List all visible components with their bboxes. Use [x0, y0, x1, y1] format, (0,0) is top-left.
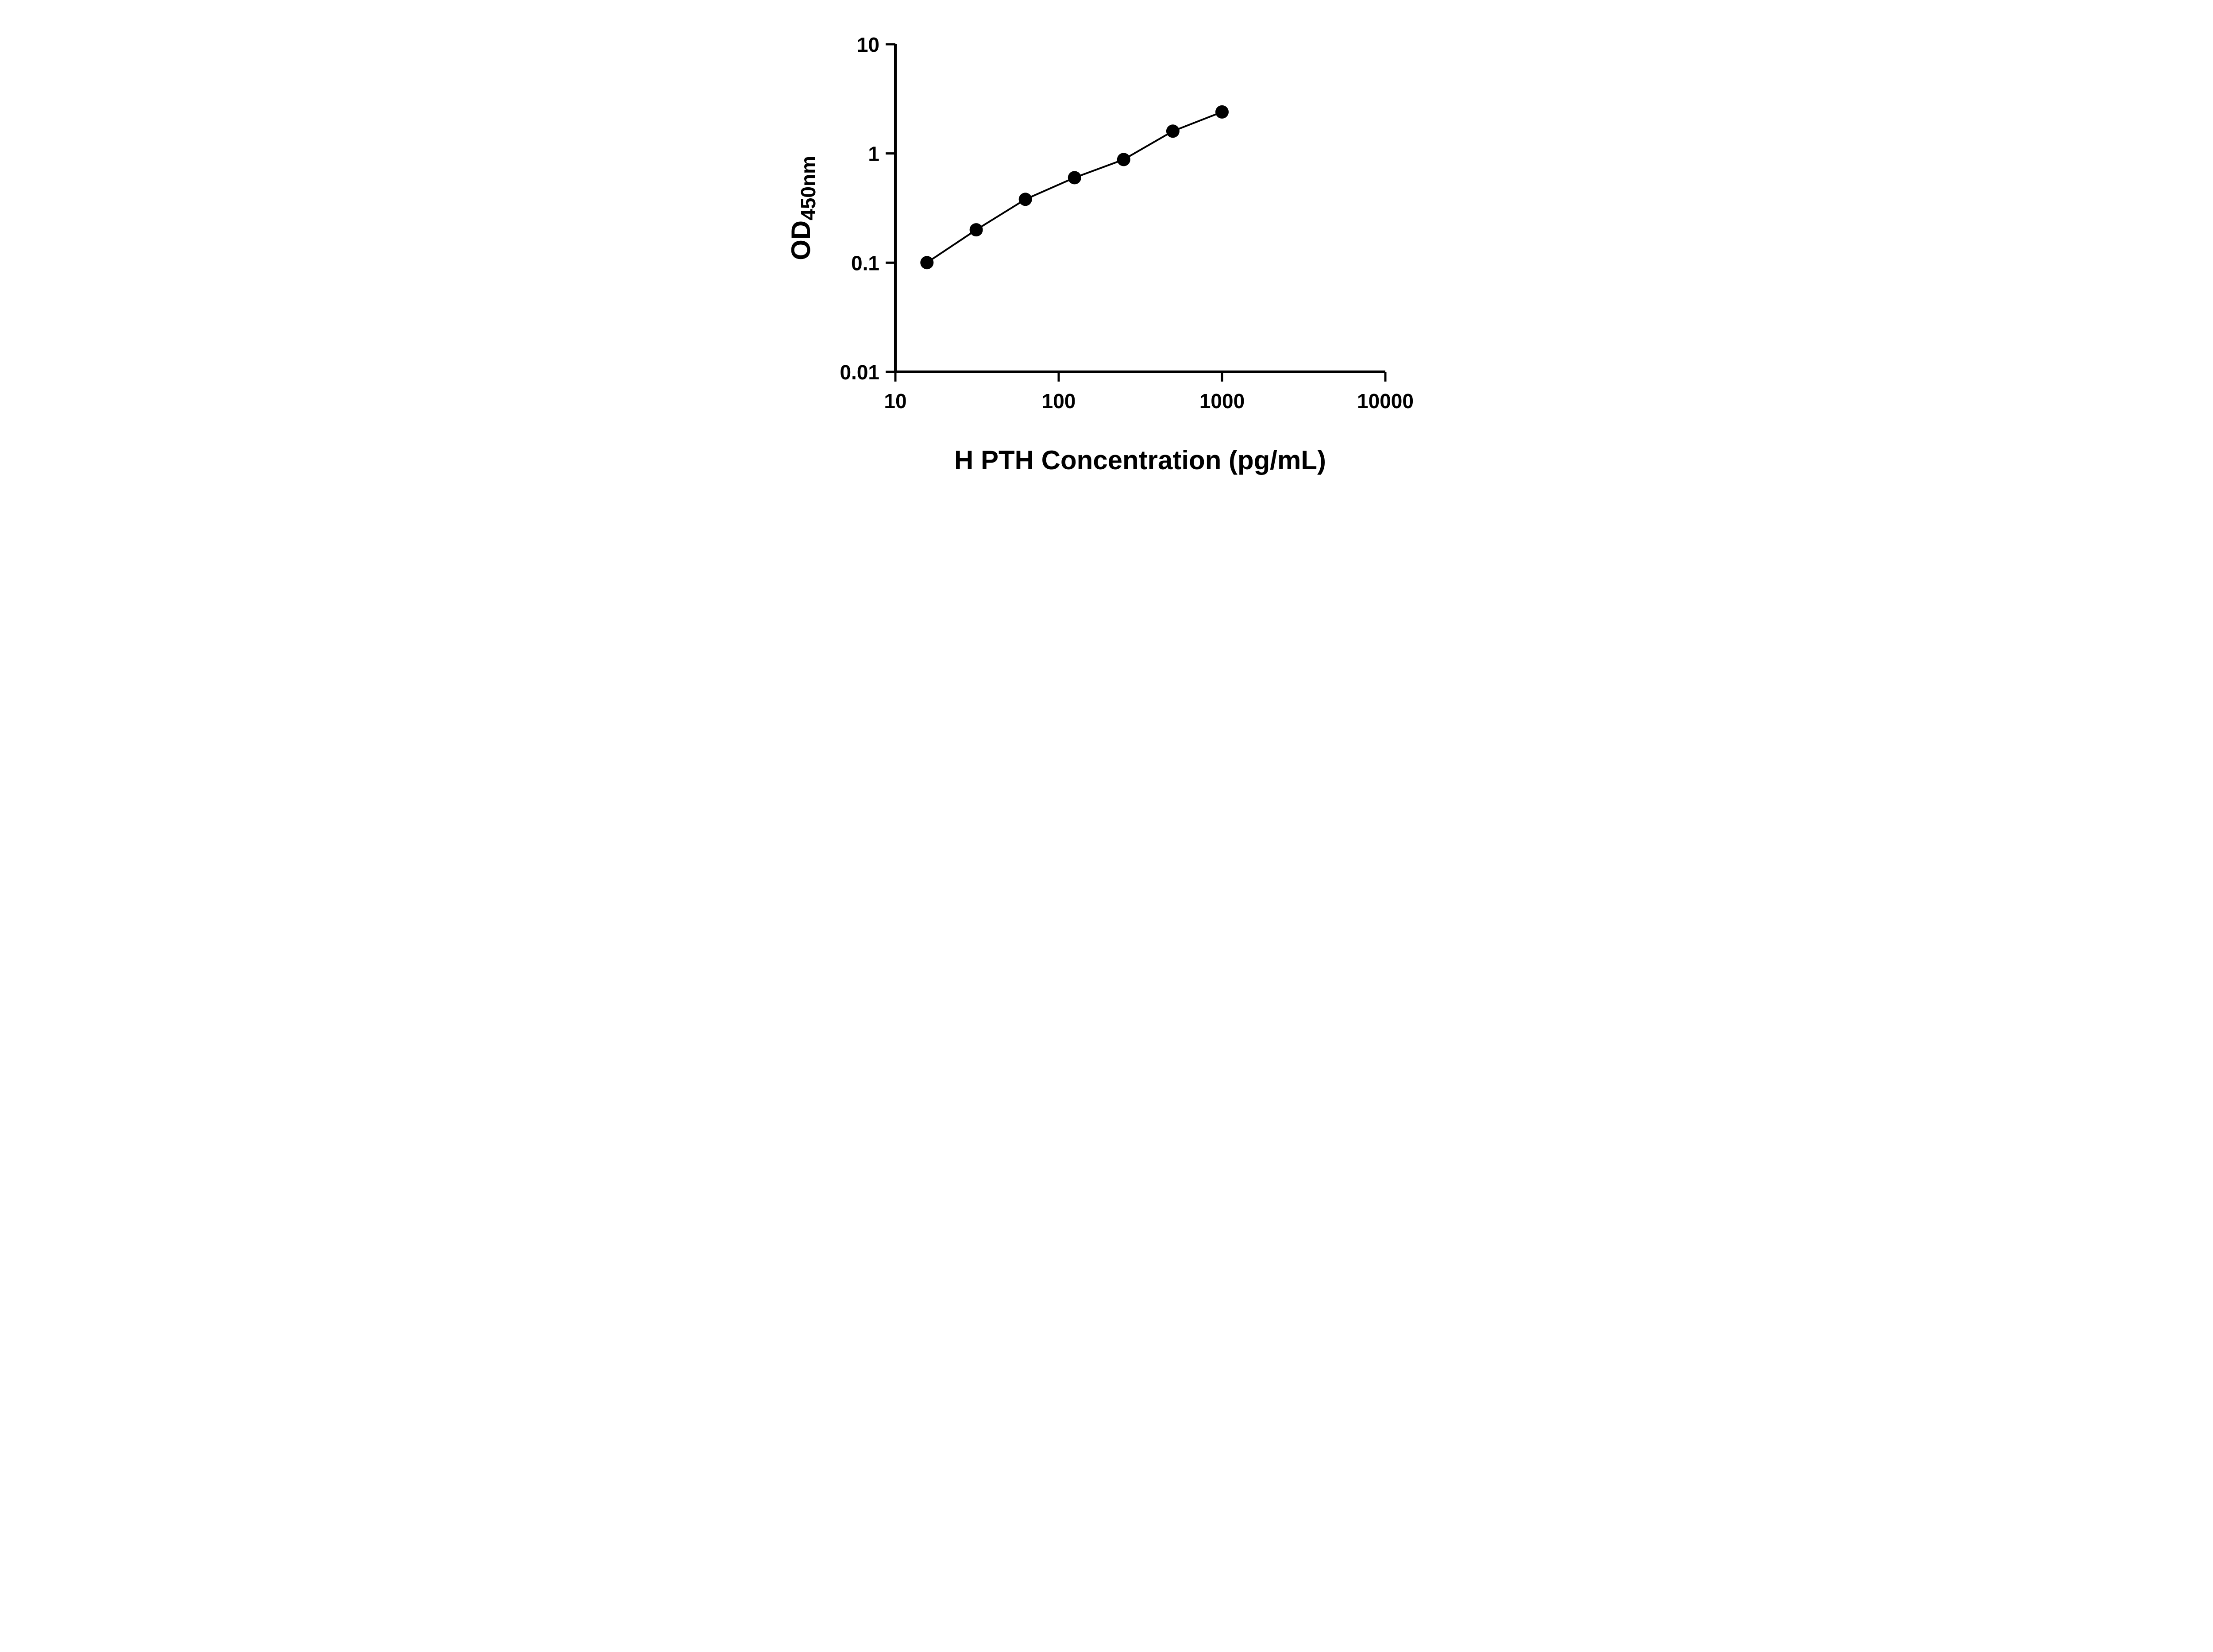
- y-tick-label: 0.1: [851, 251, 879, 274]
- chart-canvas: 10 100 1000 10000 0.01 0.1 1 10 H PTH Concentra…: [786, 33, 1414, 475]
- data-point-marker: [1068, 171, 1081, 185]
- data-point-marker: [969, 223, 983, 237]
- standard-curve-chart: 10 100 1000 10000 0.01 0.1 1 10 H PTH Concentra…: [766, 0, 1447, 496]
- y-tick-label: 10: [857, 33, 879, 56]
- data-point-marker: [1215, 105, 1229, 119]
- y-tick-label: 0.01: [840, 361, 879, 384]
- x-tick-label: 10000: [1357, 390, 1414, 413]
- x-tick-label: 100: [1042, 390, 1076, 413]
- data-point-marker: [1018, 193, 1032, 206]
- data-point-marker: [1166, 124, 1180, 138]
- standard-curve-figure: 10 100 1000 10000 0.01 0.1 1 10 H PTH Concentra…: [766, 0, 1447, 496]
- x-tick-label: 1000: [1199, 390, 1245, 413]
- y-axis-label-sub: 450nm: [797, 156, 820, 220]
- plot-area: 10 100 1000 10000 0.01 0.1 1 10: [840, 33, 1413, 413]
- x-tick-label: 10: [884, 390, 906, 413]
- x-axis-label: H PTH Concentration (pg/mL): [954, 445, 1326, 475]
- y-axis-label-main: OD: [786, 220, 816, 260]
- data-point-marker: [920, 256, 934, 270]
- y-tick-label: 1: [868, 143, 879, 166]
- data-point-marker: [1117, 153, 1130, 166]
- y-axis-label: OD450nm: [786, 156, 820, 260]
